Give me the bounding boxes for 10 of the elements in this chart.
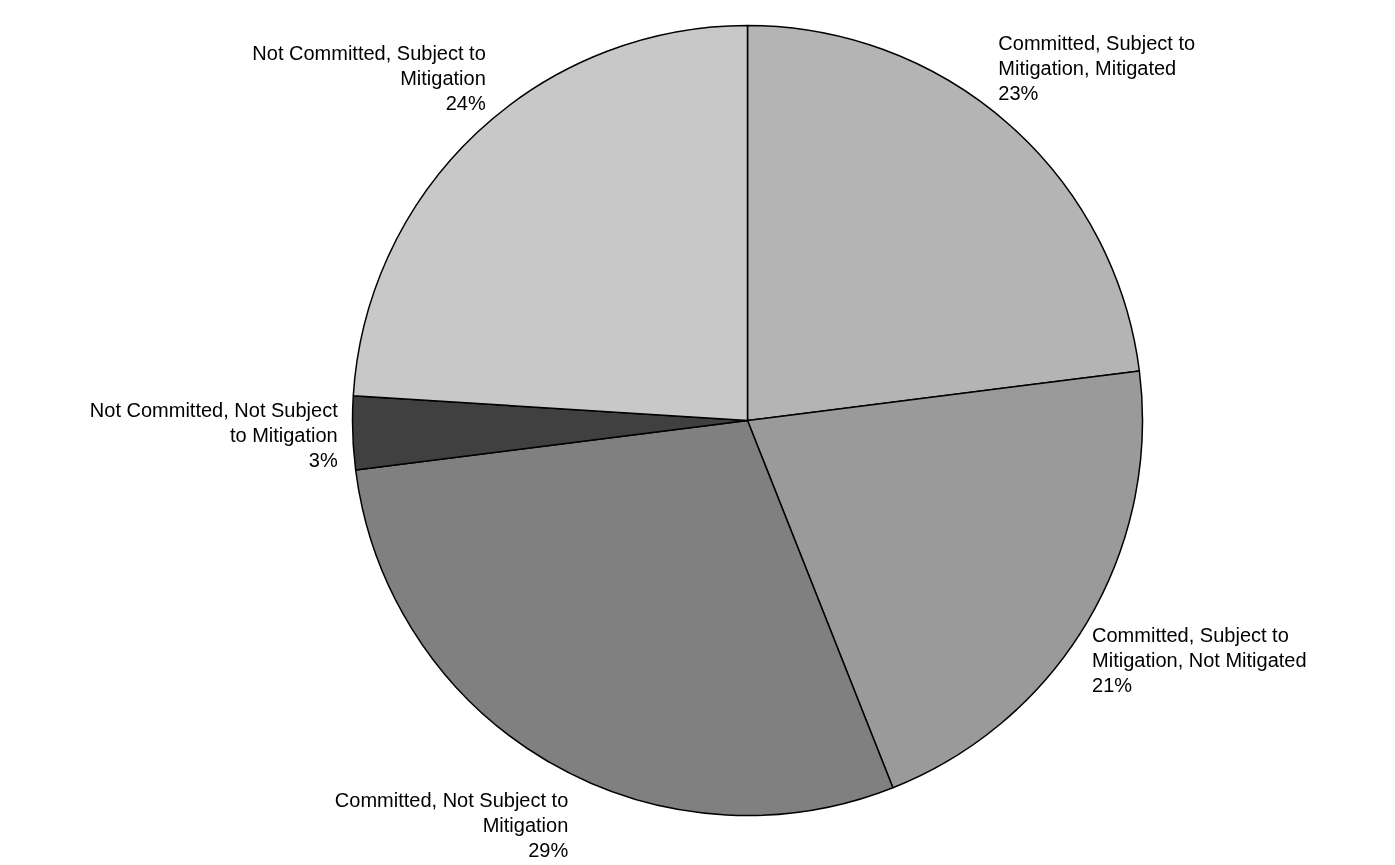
slice-label: Committed, Not Subject to Mitigation <box>334 789 569 837</box>
slice-label: Committed, Subject to Mitigation, Not Mitigated <box>1092 623 1307 671</box>
slice-label: Not Committed, Not Subject to Mitigation <box>89 399 339 447</box>
slice-label: Committed, Subject to Mitigation, Mitigated <box>998 31 1196 79</box>
data-label: 29% <box>528 839 569 862</box>
data-label: 3% <box>308 449 338 472</box>
slice-label: Not Committed, Subject to Mitigation <box>252 41 486 89</box>
data-label: 23% <box>998 81 1039 104</box>
data-label: 24% <box>445 91 486 114</box>
data-label: 21% <box>1092 673 1133 696</box>
